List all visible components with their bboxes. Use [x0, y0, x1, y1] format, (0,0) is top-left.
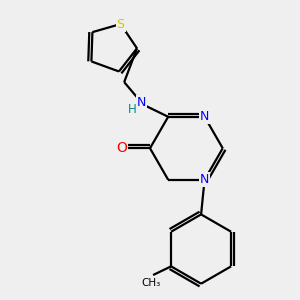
Text: H: H [128, 103, 136, 116]
Text: N: N [200, 110, 209, 123]
Text: N: N [200, 173, 209, 186]
Text: S: S [117, 18, 124, 31]
Text: O: O [116, 141, 127, 155]
Text: CH₃: CH₃ [142, 278, 161, 288]
Text: N: N [137, 96, 146, 110]
